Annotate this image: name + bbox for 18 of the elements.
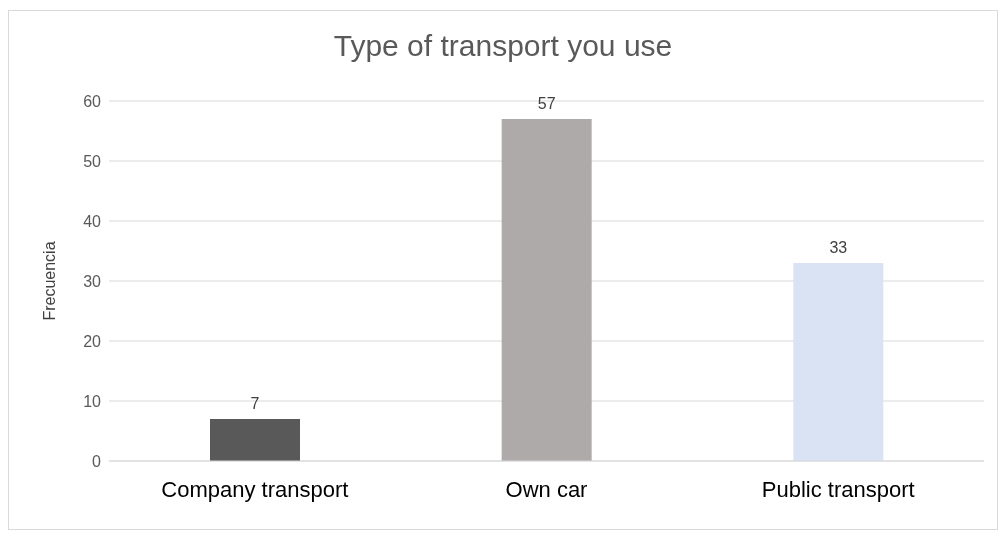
y-tick-label: 60 <box>83 92 102 110</box>
data-label: 33 <box>829 239 848 256</box>
y-tick-label: 40 <box>83 212 102 230</box>
y-tick-label: 0 <box>92 452 102 470</box>
bar <box>793 263 884 461</box>
bar <box>501 119 592 461</box>
x-tick-label: Public transport <box>761 476 915 502</box>
y-axis-title: Frecuencia <box>40 241 58 321</box>
y-tick-label: 30 <box>83 272 102 290</box>
y-tick-label: 20 <box>83 332 102 350</box>
data-label: 57 <box>537 95 556 112</box>
y-tick-label: 10 <box>83 392 102 410</box>
x-tick-label: Company transport <box>161 476 349 502</box>
x-tick-label: Own car <box>505 476 588 502</box>
y-tick-label: 50 <box>83 152 102 170</box>
chart-title: Type of transport you use <box>332 29 674 63</box>
data-label: 7 <box>250 395 260 412</box>
bar <box>210 419 300 461</box>
